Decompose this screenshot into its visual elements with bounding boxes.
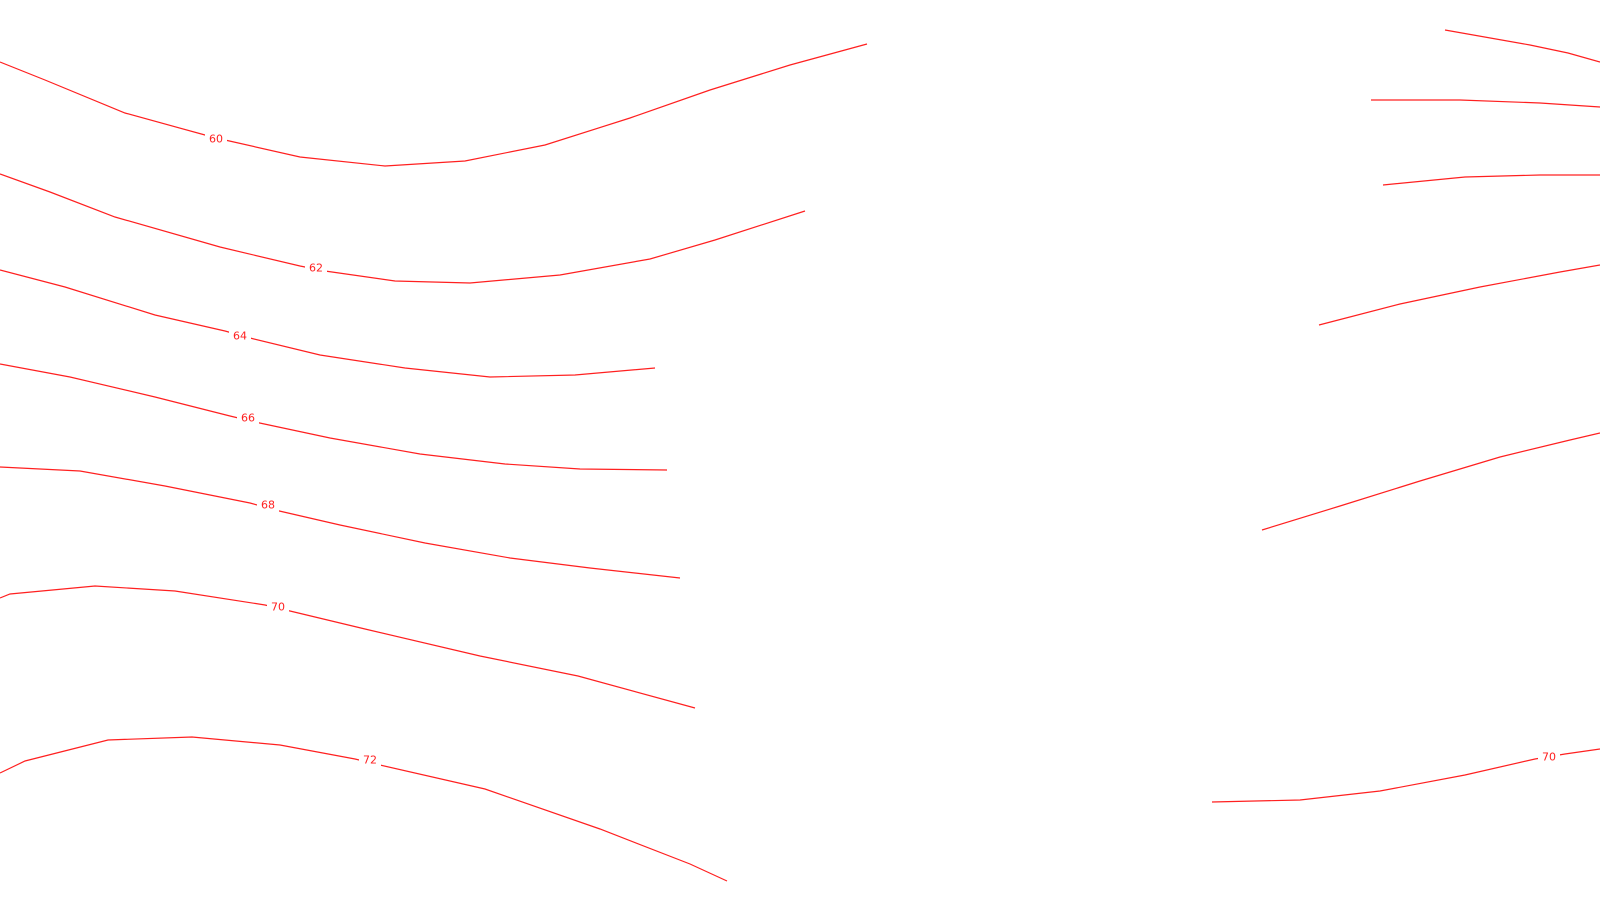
isoline-60-label: 60 — [209, 133, 223, 146]
isoline-right-1 — [1444, 29, 1600, 63]
isoline-right-2-path — [1371, 99, 1600, 108]
isoline-right-70-label: 70 — [1542, 751, 1556, 764]
isoline-62-path — [0, 173, 806, 284]
isoline-68-path — [0, 466, 681, 579]
isoline-right-3 — [1382, 174, 1600, 186]
isoline-60-path — [0, 43, 868, 167]
isoline-64-label: 64 — [233, 330, 247, 343]
isoline-66: 66 — [0, 363, 668, 471]
isoline-right-4 — [1318, 264, 1600, 326]
isoline-right-5 — [1261, 432, 1600, 531]
isoline-right-3-path — [1382, 174, 1600, 186]
isoline-68: 68 — [0, 466, 681, 579]
isoline-right-2 — [1371, 99, 1600, 108]
isoline-64-path — [0, 269, 656, 378]
isoline-66-path — [0, 363, 668, 471]
isoline-right-70-path — [1211, 748, 1600, 803]
isoline-60: 60 — [0, 43, 868, 167]
isoline-70-label: 70 — [271, 601, 285, 614]
isoline-right-4-path — [1318, 264, 1600, 326]
isoline-62-label: 62 — [309, 262, 323, 275]
isoline-right-70: 70 — [1211, 748, 1600, 803]
isoline-72-path — [0, 736, 728, 882]
isoline-72: 72 — [0, 736, 728, 882]
isoline-72-label: 72 — [363, 754, 377, 767]
isoline-64: 64 — [0, 269, 656, 378]
isoline-70: 70 — [0, 585, 696, 709]
isoline-66-label: 66 — [241, 412, 255, 425]
isoline-62: 62 — [0, 173, 806, 284]
isoline-68-label: 68 — [261, 499, 275, 512]
isoline-70-path — [0, 585, 696, 709]
isoline-right-1-path — [1444, 29, 1600, 63]
isoline-right-5-path — [1261, 432, 1600, 531]
